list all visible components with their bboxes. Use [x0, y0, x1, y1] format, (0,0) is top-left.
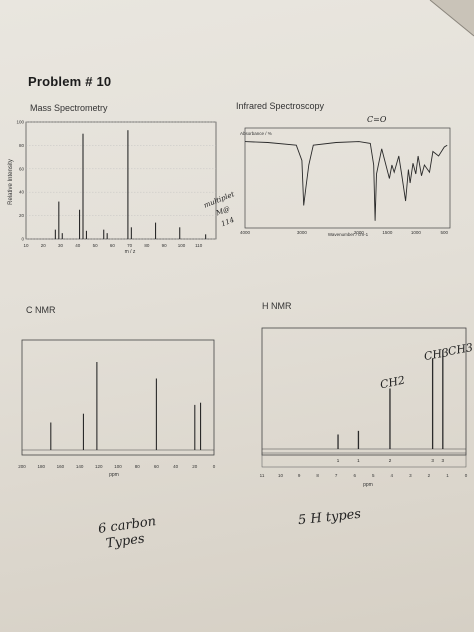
hn-x-tick-label: 4	[391, 473, 394, 478]
ms-y-tick-label: 80	[19, 143, 25, 148]
ms-x-tick-label: 100	[178, 243, 186, 248]
hn-x-tick-label: 8	[316, 473, 319, 478]
ir-x-tick-label: 1000	[411, 230, 422, 235]
cn-x-tick-label: 80	[135, 464, 141, 469]
cn-x-tick-label: 100	[114, 464, 122, 469]
hnmr-section-title: H NMR	[262, 301, 292, 311]
cn-x-tick-label: 40	[173, 464, 179, 469]
ms-y-tick-label: 100	[16, 120, 24, 125]
ms-section-title: Mass Spectrometry	[30, 103, 108, 113]
ir-section-title: Infrared Spectroscopy	[236, 101, 325, 111]
ms-y-tick-label: 0	[21, 237, 24, 242]
ir-series-line	[244, 141, 448, 221]
cnmr-section-title: C NMR	[26, 305, 56, 315]
ms-y-axis-label: Relative Intensity	[8, 159, 14, 205]
ir-x-tick-label: 3000	[297, 230, 308, 235]
ir-x-tick-label: 1500	[382, 230, 393, 235]
problem-title: Problem # 10	[28, 74, 112, 89]
cn-x-tick-label: 200	[18, 464, 26, 469]
hn-x-tick-label: 2	[428, 473, 431, 478]
ms-x-tick-label: 60	[110, 243, 116, 248]
hn-integration-value: 3	[431, 458, 434, 463]
ms-y-tick-label: 40	[19, 190, 25, 195]
ms-x-tick-label: 40	[75, 243, 81, 248]
ms-y-tick-label: 20	[19, 213, 25, 218]
hn-x-tick-label: 0	[465, 473, 468, 478]
ms-x-tick-label: 90	[162, 243, 168, 248]
ir-plot-frame	[244, 127, 451, 229]
ms-x-tick-label: 50	[93, 243, 99, 248]
ms-x-tick-label: 10	[23, 243, 29, 248]
hn-integration-bar	[261, 452, 467, 468]
cn-x-tick-label: 0	[213, 464, 216, 469]
ms-x-tick-label: 20	[41, 243, 47, 248]
cn-plot-frame	[21, 339, 215, 456]
ms-x-tick-label: 70	[127, 243, 133, 248]
cn-x-tick-label: 160	[57, 464, 65, 469]
ms-plot-frame	[25, 121, 217, 240]
ir-x-tick-label: 500	[441, 230, 449, 235]
ms-x-tick-label: 110	[195, 243, 203, 248]
hn-x-tick-label: 1	[446, 473, 449, 478]
hn-plot-frame	[261, 327, 467, 456]
hn-integration-value: 3	[442, 458, 445, 463]
hn-x-tick-label: 10	[278, 473, 284, 478]
cn-x-axis-label: ppm	[109, 472, 119, 478]
cn-x-tick-label: 20	[192, 464, 198, 469]
ms-x-tick-label: 80	[144, 243, 150, 248]
hn-x-tick-label: 6	[353, 473, 356, 478]
hn-integration-value: 1	[357, 458, 360, 463]
ir-x-tick-label: 2000	[354, 230, 365, 235]
hn-x-tick-label: 3	[409, 473, 412, 478]
hn-x-tick-label: 11	[260, 473, 265, 478]
ms-x-tick-label: 30	[58, 243, 64, 248]
cn-x-tick-label: 60	[154, 464, 160, 469]
hn-x-axis-label: ppm	[363, 482, 373, 488]
ir-x-axis-label: Wavenumber / cm-1	[328, 232, 369, 237]
cn-x-tick-label: 140	[76, 464, 84, 469]
hn-x-tick-label: 9	[298, 473, 301, 478]
ir-handwritten-note: C=O	[367, 115, 387, 124]
hn-integration-value: 1	[337, 458, 340, 463]
ms-y-tick-label: 60	[19, 166, 25, 171]
cn-x-tick-label: 180	[37, 464, 45, 469]
ir-x-tick-label: 4000	[240, 230, 251, 235]
hn-x-tick-label: 5	[372, 473, 375, 478]
hn-integration-value: 2	[389, 458, 392, 463]
ir-y-axis-label: Absorbance / %	[240, 131, 272, 136]
cn-x-tick-label: 120	[95, 464, 103, 469]
ms-x-axis-label: m / z	[125, 249, 136, 255]
hn-x-tick-label: 7	[335, 473, 338, 478]
